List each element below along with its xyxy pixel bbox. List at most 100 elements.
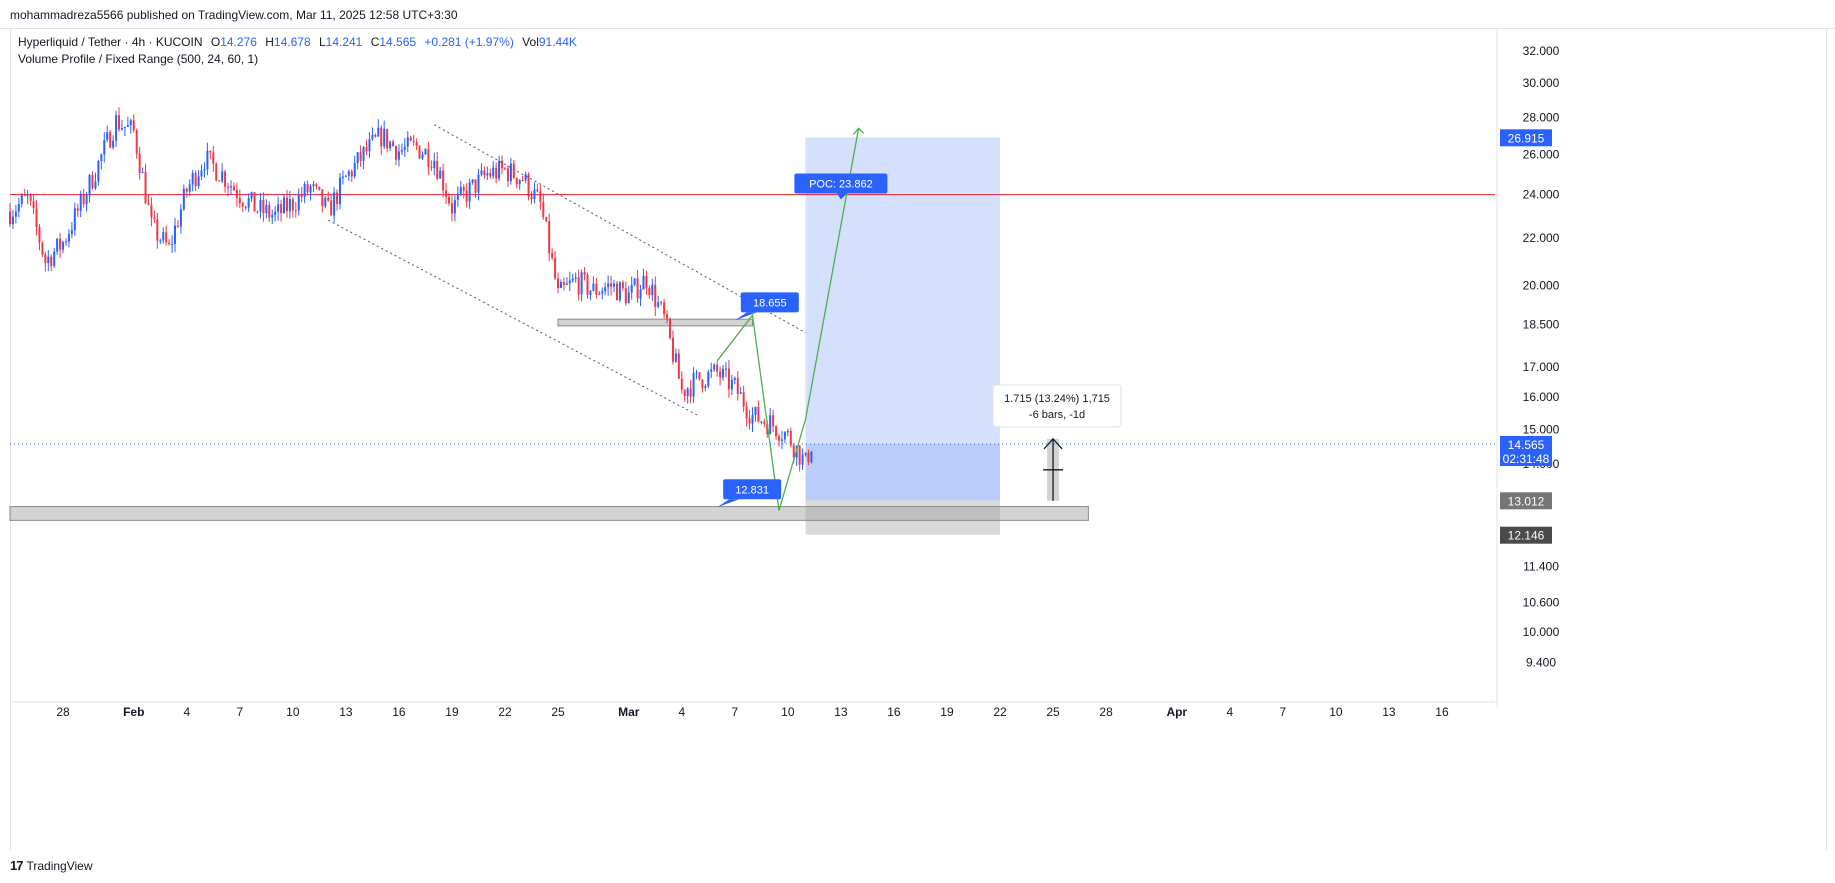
candle-body bbox=[141, 171, 144, 173]
close-value: 14.565 bbox=[379, 35, 417, 49]
candle-body bbox=[539, 191, 542, 202]
zone-supply-flip[interactable] bbox=[557, 318, 753, 327]
candle-body bbox=[368, 139, 371, 152]
candle-body bbox=[156, 219, 159, 241]
channel-upper-line[interactable] bbox=[434, 124, 806, 334]
time-tick-label: 13 bbox=[1382, 705, 1396, 719]
candle-body bbox=[778, 436, 781, 441]
candle-body bbox=[742, 392, 745, 407]
candle-body bbox=[654, 284, 657, 307]
callout-box[interactable] bbox=[740, 292, 799, 313]
candle-body bbox=[397, 151, 400, 160]
candle-body bbox=[389, 141, 392, 149]
candle-body bbox=[9, 211, 11, 225]
candle-body bbox=[624, 288, 627, 304]
candle-body bbox=[710, 369, 713, 372]
long-stop-zone[interactable] bbox=[805, 500, 1000, 535]
candle-body bbox=[613, 283, 616, 287]
candle-body bbox=[783, 432, 786, 440]
candle-body bbox=[533, 189, 536, 200]
candle-body bbox=[536, 189, 539, 192]
time-tick-label: 28 bbox=[56, 705, 70, 719]
time-axis: 28 Feb 4 7 10 13 16 19 22 25 Mar 4 7 10 13 16 19 22 25 28 Ap… bbox=[10, 701, 1495, 719]
candle-body bbox=[551, 253, 554, 259]
candle-body bbox=[430, 167, 433, 169]
price-tick-label: 24.000 bbox=[1523, 188, 1560, 202]
candle-body bbox=[129, 120, 132, 125]
time-tick-label: 4 bbox=[1226, 705, 1233, 719]
candle-body bbox=[471, 179, 474, 183]
measure-box bbox=[992, 384, 1122, 428]
candle-body bbox=[200, 170, 203, 177]
candle-body bbox=[636, 278, 639, 299]
candle-body bbox=[333, 192, 336, 216]
price-tick-label: 16.000 bbox=[1523, 390, 1560, 404]
candle-body bbox=[339, 177, 341, 204]
price-tick-label: 22.000 bbox=[1523, 231, 1560, 245]
candle-body bbox=[666, 314, 669, 319]
candle-body bbox=[775, 426, 778, 437]
volume-value: 91.44K bbox=[538, 35, 577, 49]
symbol-title[interactable]: Hyperliquid / Tether · 4h · KUCOIN bbox=[18, 35, 203, 49]
candle-body bbox=[607, 283, 610, 288]
candle-body bbox=[421, 154, 424, 159]
projected-path[interactable] bbox=[716, 128, 860, 511]
candle-body bbox=[595, 283, 598, 295]
zone-support[interactable] bbox=[9, 506, 1089, 521]
candle-body bbox=[692, 373, 695, 397]
candle-body bbox=[265, 205, 268, 214]
candle-body bbox=[627, 292, 630, 304]
candle-body bbox=[480, 170, 483, 175]
callout-pointer bbox=[836, 193, 847, 200]
indicator-title[interactable]: Volume Profile / Fixed Range (500, 24, 6… bbox=[18, 52, 259, 66]
candle-body bbox=[374, 134, 377, 137]
candle-body bbox=[648, 287, 651, 296]
candle-body bbox=[76, 208, 79, 211]
candle-body bbox=[120, 127, 123, 130]
candle-body bbox=[318, 186, 321, 190]
candle-body bbox=[542, 201, 545, 218]
low-label: L bbox=[318, 35, 326, 49]
candle-body bbox=[680, 378, 683, 390]
candle-body bbox=[56, 238, 59, 252]
callout-text: 18.655 bbox=[753, 297, 787, 309]
candle-body bbox=[268, 205, 271, 218]
time-tick-label: Feb bbox=[123, 705, 144, 719]
candle-body bbox=[548, 221, 551, 254]
candle-body bbox=[433, 160, 436, 169]
candle-body bbox=[736, 378, 739, 394]
candle-body bbox=[153, 217, 156, 220]
candle-body bbox=[259, 199, 262, 212]
candle-body bbox=[350, 171, 353, 177]
candle-body bbox=[592, 283, 595, 291]
candle-body bbox=[501, 160, 504, 169]
brand-name: TradingView bbox=[26, 858, 93, 873]
candle-body bbox=[59, 238, 62, 250]
candle-body bbox=[283, 197, 286, 214]
channel-lower-line[interactable] bbox=[327, 219, 700, 417]
drawing-layer bbox=[10, 124, 1495, 445]
candle-body bbox=[716, 364, 719, 372]
candle-body bbox=[439, 170, 442, 179]
candle-body bbox=[674, 353, 677, 362]
callout-box[interactable] bbox=[794, 173, 888, 194]
tradingview-logo-icon: 17 bbox=[10, 858, 24, 873]
candle-body bbox=[415, 141, 418, 146]
candle-body bbox=[135, 130, 138, 154]
chart-frame bbox=[10, 28, 1827, 850]
candle-body bbox=[786, 431, 789, 433]
candle-body bbox=[232, 186, 235, 191]
candle-body bbox=[394, 146, 397, 160]
change-value: +0.281 (+1.97%) bbox=[424, 35, 514, 49]
candle-body bbox=[185, 188, 188, 192]
candle-body bbox=[459, 187, 462, 194]
candle-body bbox=[300, 194, 303, 198]
high-value: 14.678 bbox=[273, 35, 311, 49]
callout-box[interactable] bbox=[723, 479, 782, 500]
volume-label: Vol bbox=[522, 35, 539, 49]
candle-body bbox=[209, 150, 212, 153]
candle-body bbox=[403, 146, 406, 150]
long-target-zone[interactable] bbox=[805, 137, 1000, 501]
candle-body bbox=[707, 371, 710, 387]
